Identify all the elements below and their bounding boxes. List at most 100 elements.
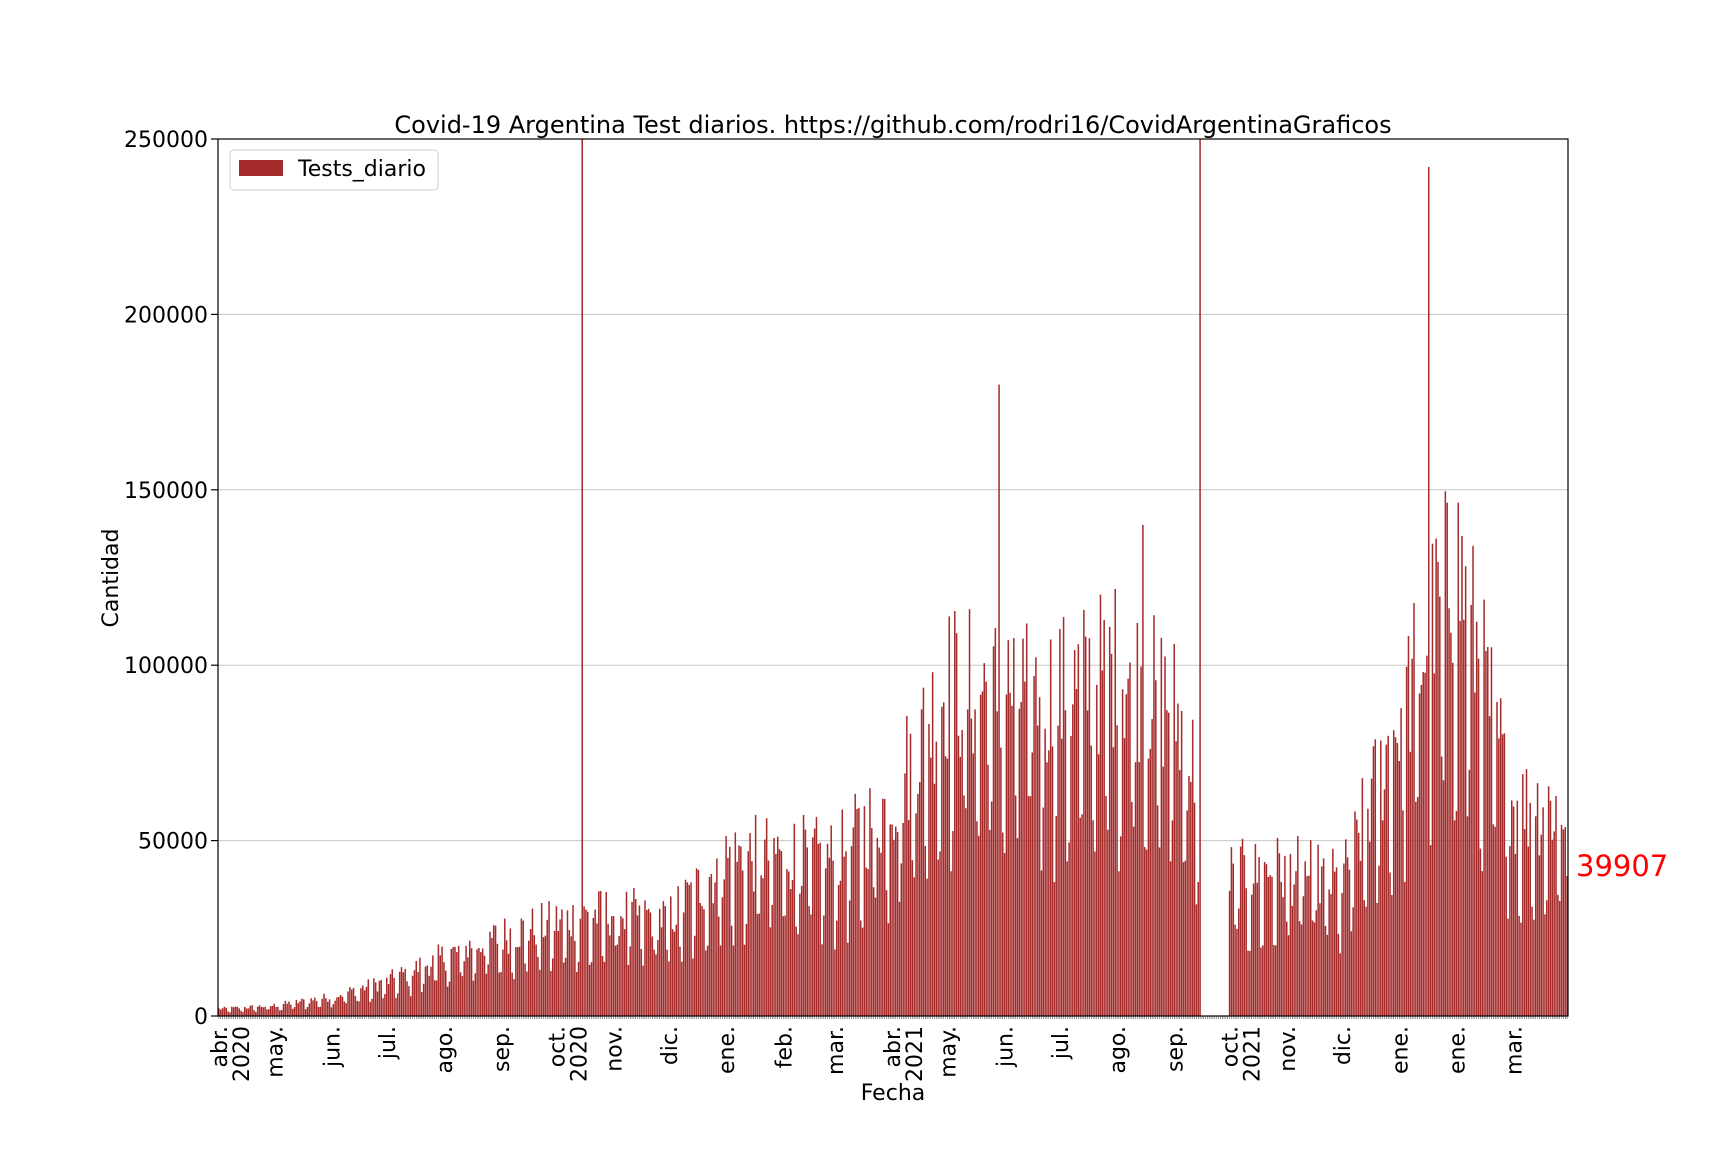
x-tick-label: ene. xyxy=(715,1026,740,1074)
bar xyxy=(382,998,384,1016)
bar xyxy=(1072,704,1074,1016)
bar xyxy=(540,903,543,1016)
bar xyxy=(1361,778,1364,1016)
bar xyxy=(1107,829,1109,1016)
bar xyxy=(1518,915,1520,1016)
bar xyxy=(660,927,663,1016)
x-month-label: nov. xyxy=(603,1026,628,1072)
bar xyxy=(1027,796,1030,1016)
bar xyxy=(837,885,840,1016)
bar xyxy=(872,887,875,1016)
bar xyxy=(618,935,620,1016)
bar xyxy=(629,946,631,1016)
bar xyxy=(409,996,412,1016)
bar xyxy=(347,991,349,1016)
bar xyxy=(1426,655,1428,1016)
bar xyxy=(959,756,962,1016)
bar xyxy=(1068,842,1070,1016)
bar xyxy=(1354,811,1356,1016)
bar xyxy=(1346,857,1349,1016)
bar xyxy=(452,947,454,1016)
bar xyxy=(267,1009,270,1016)
bar xyxy=(706,945,709,1016)
bar xyxy=(1488,716,1491,1016)
bar xyxy=(1284,855,1286,1016)
bar xyxy=(657,940,659,1016)
bar xyxy=(299,1001,301,1016)
bar xyxy=(507,953,510,1016)
bar xyxy=(740,846,742,1016)
bar xyxy=(1352,907,1354,1016)
bar xyxy=(769,927,772,1016)
bar xyxy=(352,987,355,1016)
bar xyxy=(594,909,596,1016)
bar xyxy=(391,969,394,1016)
bar xyxy=(566,910,569,1016)
bar xyxy=(1044,728,1046,1016)
x-month-label: dic. xyxy=(658,1026,683,1065)
bar xyxy=(1177,703,1179,1016)
bar xyxy=(1407,635,1410,1016)
bar xyxy=(1551,839,1554,1016)
bar xyxy=(1151,719,1153,1016)
bar xyxy=(633,888,635,1016)
x-month-label: abr.2021 xyxy=(881,1026,928,1082)
bar xyxy=(1520,922,1522,1016)
bar xyxy=(1003,853,1006,1016)
bar xyxy=(915,813,917,1016)
bar xyxy=(832,860,834,1016)
bar xyxy=(765,818,768,1016)
bar xyxy=(804,829,807,1016)
bar xyxy=(1300,924,1303,1016)
bar xyxy=(546,919,548,1016)
bar xyxy=(634,899,637,1016)
bar xyxy=(906,715,908,1016)
bar xyxy=(450,949,453,1016)
bar xyxy=(433,980,436,1016)
bar xyxy=(411,975,414,1016)
bar xyxy=(981,691,984,1016)
bar xyxy=(1077,644,1080,1016)
bar xyxy=(1164,656,1166,1016)
bar xyxy=(1149,748,1152,1016)
bar xyxy=(1155,680,1157,1016)
bar xyxy=(1167,712,1170,1016)
bar xyxy=(767,860,770,1016)
bar xyxy=(1311,920,1314,1016)
x-month-label: mar. xyxy=(1503,1026,1528,1075)
bar xyxy=(1324,925,1327,1016)
bar xyxy=(373,978,375,1016)
bar xyxy=(1549,800,1552,1016)
x-tick-label: feb. xyxy=(772,1026,797,1068)
bar xyxy=(920,709,923,1016)
bar xyxy=(334,1000,336,1016)
bar xyxy=(1309,840,1312,1016)
bar xyxy=(1059,629,1061,1016)
bar xyxy=(1046,762,1048,1016)
bar xyxy=(610,916,613,1016)
bar xyxy=(229,1012,231,1016)
bar xyxy=(802,814,805,1016)
bar xyxy=(238,1008,240,1016)
bar xyxy=(679,946,681,1016)
bar xyxy=(1501,734,1504,1016)
bar xyxy=(978,835,980,1016)
bar xyxy=(795,926,797,1016)
bar xyxy=(1197,882,1199,1016)
bar xyxy=(684,879,687,1016)
bar xyxy=(764,839,766,1016)
bar xyxy=(1262,945,1264,1016)
bar xyxy=(788,871,790,1016)
bar xyxy=(1293,884,1295,1016)
bar xyxy=(738,845,740,1016)
bar xyxy=(1269,875,1271,1016)
bars xyxy=(218,139,1568,1017)
bar xyxy=(542,937,545,1016)
bar xyxy=(1070,736,1072,1016)
bar xyxy=(1394,737,1397,1016)
bar xyxy=(581,139,583,1016)
x-axis-label: Fecha xyxy=(861,1081,926,1106)
bar xyxy=(253,1010,255,1016)
bar xyxy=(856,809,858,1016)
bar xyxy=(1505,856,1507,1016)
